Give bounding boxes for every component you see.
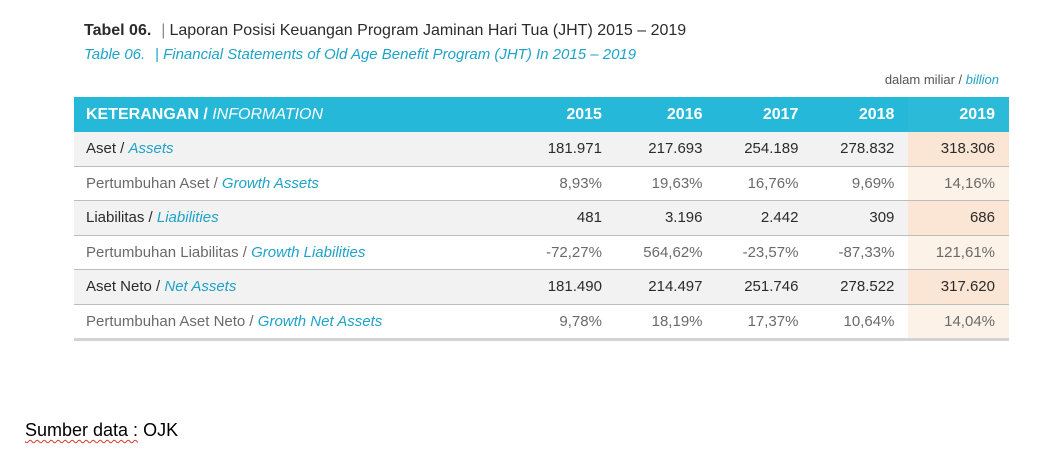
row-label: Aset / Assets [74,132,520,167]
row-label-id: Pertumbuhan Liabilitas / [86,243,247,261]
unit-note: dalam miliar / billion [885,72,999,87]
table-row-liabilities: Liabilitas / Liabilities 481 3.196 2.442… [74,200,1009,236]
cell-value: 217.693 [615,132,717,167]
header-year-2017: 2017 [716,97,813,132]
cell-value: 254.189 [716,132,813,167]
table-row-assets: Aset / Assets 181.971 217.693 254.189 27… [74,132,1009,167]
cell-value: 214.497 [615,269,717,305]
table-number-id: Tabel 06. [84,22,152,39]
cell-value-highlight: 14,04% [908,304,1009,341]
row-label-en: Growth Liabilities [251,243,366,261]
cell-value-highlight: 317.620 [908,269,1009,305]
source-value: OJK [143,420,179,440]
header-label-id: KETERANGAN / [86,105,208,123]
row-label-en: Liabilities [156,209,219,227]
cell-value: 18,19% [615,304,717,341]
caption-english: Table 06. | Financial Statements of Old Ag… [84,44,984,66]
caption-separator: | [161,22,166,39]
row-label-en: Assets [128,140,174,158]
cell-value: 181.971 [520,132,616,167]
unit-note-id: dalam miliar / [884,72,963,87]
cell-value: 481 [520,200,616,236]
unit-note-en: billion [965,72,999,87]
cell-value: 16,76% [716,166,813,201]
cell-value: 17,37% [716,304,813,341]
table-caption: Tabel 06. | Laporan Posisi Keuangan Progra… [84,20,984,66]
cell-value: 309 [812,200,909,236]
row-label: Pertumbuhan Liabilitas / Growth Liabilit… [74,235,520,270]
row-label: Pertumbuhan Aset / Growth Assets [74,166,520,201]
row-label: Pertumbuhan Aset Neto / Growth Net Asset… [74,304,520,341]
header-information: KETERANGAN / INFORMATION [74,97,520,132]
header-year-2018: 2018 [812,97,909,132]
cell-value: 2.442 [716,200,813,236]
cell-value: -87,33% [812,235,909,270]
header-year-2015: 2015 [520,97,616,132]
cell-value: 9,78% [520,304,616,341]
table-header-row: KETERANGAN / INFORMATION 2015 2016 2017 … [74,97,1009,132]
cell-value: 8,93% [520,166,616,201]
cell-value: -72,27% [520,235,616,270]
cell-value: 278.832 [812,132,909,167]
source-label: Sumber data : [25,420,139,440]
header-year-2016: 2016 [615,97,717,132]
cell-value-highlight: 318.306 [908,132,1009,167]
caption-separator-en: | [155,46,160,63]
row-label-id: Aset / [86,140,125,158]
cell-value: 278.522 [812,269,909,305]
row-label: Aset Neto / Net Assets [74,269,520,305]
row-label-en: Net Assets [164,278,237,296]
financial-statement-table: KETERANGAN / INFORMATION 2015 2016 2017 … [74,97,1009,341]
cell-value: 564,62% [615,235,717,270]
table-number-en: Table 06. [84,46,146,63]
header-label-en: INFORMATION [212,105,324,123]
cell-value-highlight: 121,61% [908,235,1009,270]
header-year-2019: 2019 [908,97,1009,132]
table-row-growth-net-assets: Pertumbuhan Aset Neto / Growth Net Asset… [74,304,1009,341]
row-label-id: Liabilitas / [86,209,153,227]
row-label-en: Growth Net Assets [257,312,383,330]
cell-value: 9,69% [812,166,909,201]
cell-value: 19,63% [615,166,717,201]
row-label: Liabilitas / Liabilities [74,200,520,236]
cell-value-highlight: 14,16% [908,166,1009,201]
cell-value-highlight: 686 [908,200,1009,236]
row-label-id: Pertumbuhan Aset Neto / [86,312,254,330]
table-title-id: Laporan Posisi Keuangan Program Jaminan … [169,22,687,39]
cell-value: 3.196 [615,200,717,236]
cell-value: 181.490 [520,269,616,305]
table-row-growth-liabilities: Pertumbuhan Liabilitas / Growth Liabilit… [74,235,1009,270]
source-note: Sumber data : OJK [25,420,178,441]
row-label-id: Aset Neto / [86,278,161,296]
cell-value: 10,64% [812,304,909,341]
table-row-net-assets: Aset Neto / Net Assets 181.490 214.497 2… [74,269,1009,305]
cell-value: -23,57% [716,235,813,270]
row-label-en: Growth Assets [221,174,319,192]
table-title-en: Financial Statements of Old Age Benefit … [163,46,637,63]
table-row-growth-assets: Pertumbuhan Aset / Growth Assets 8,93% 1… [74,166,1009,201]
cell-value: 251.746 [716,269,813,305]
caption-indonesian: Tabel 06. | Laporan Posisi Keuangan Progra… [84,20,984,42]
row-label-id: Pertumbuhan Aset / [86,174,218,192]
